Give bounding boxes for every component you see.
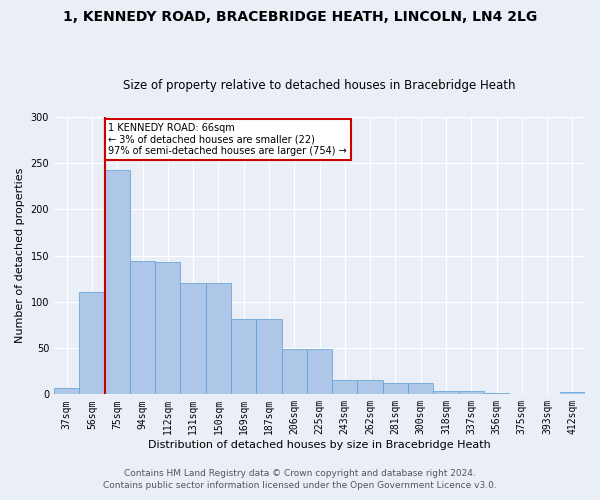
Bar [358, 380, 383, 394]
Title: Size of property relative to detached houses in Bracebridge Heath: Size of property relative to detached ho… [123, 79, 516, 92]
Bar [155, 262, 181, 394]
Bar [458, 390, 484, 394]
Bar [408, 383, 433, 394]
Bar [79, 292, 104, 395]
Bar [433, 390, 458, 394]
Bar [332, 380, 358, 394]
X-axis label: Distribution of detached houses by size in Bracebridge Heath: Distribution of detached houses by size … [148, 440, 491, 450]
Bar [54, 388, 79, 394]
Text: Contains HM Land Registry data © Crown copyright and database right 2024.
Contai: Contains HM Land Registry data © Crown c… [103, 469, 497, 490]
Bar [206, 284, 231, 395]
Bar [307, 349, 332, 395]
Bar [560, 392, 585, 394]
Y-axis label: Number of detached properties: Number of detached properties [15, 168, 25, 343]
Text: 1, KENNEDY ROAD, BRACEBRIDGE HEATH, LINCOLN, LN4 2LG: 1, KENNEDY ROAD, BRACEBRIDGE HEATH, LINC… [63, 10, 537, 24]
Bar [181, 284, 206, 395]
Bar [104, 170, 130, 394]
Text: 1 KENNEDY ROAD: 66sqm
← 3% of detached houses are smaller (22)
97% of semi-detac: 1 KENNEDY ROAD: 66sqm ← 3% of detached h… [109, 124, 347, 156]
Bar [281, 349, 307, 395]
Bar [383, 383, 408, 394]
Bar [231, 320, 256, 394]
Bar [256, 320, 281, 394]
Bar [130, 261, 155, 394]
